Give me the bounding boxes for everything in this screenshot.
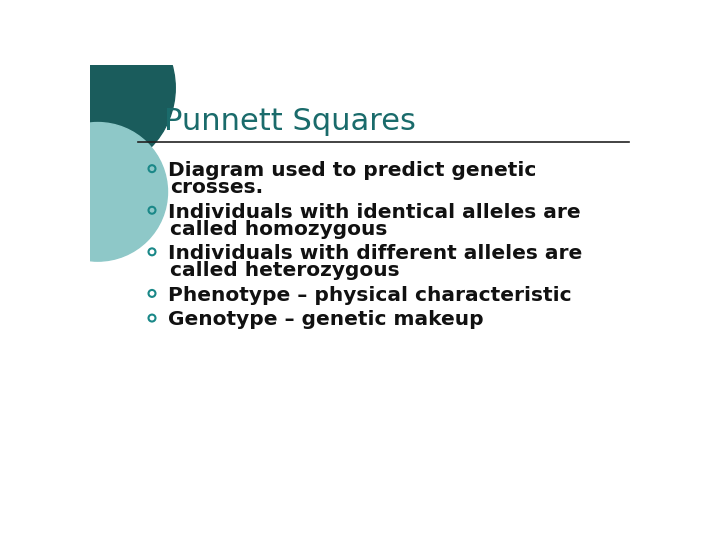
- Text: called heterozygous: called heterozygous: [170, 261, 400, 280]
- Circle shape: [5, 3, 175, 173]
- Text: Individuals with different alleles are: Individuals with different alleles are: [168, 244, 582, 263]
- Text: Phenotype – physical characteristic: Phenotype – physical characteristic: [168, 286, 571, 305]
- Text: Individuals with identical alleles are: Individuals with identical alleles are: [168, 202, 580, 221]
- Circle shape: [28, 123, 168, 261]
- Text: crosses.: crosses.: [170, 178, 263, 197]
- Text: Genotype – genetic makeup: Genotype – genetic makeup: [168, 310, 483, 329]
- Text: Punnett Squares: Punnett Squares: [163, 107, 415, 136]
- Text: Diagram used to predict genetic: Diagram used to predict genetic: [168, 161, 536, 180]
- Text: called homozygous: called homozygous: [170, 220, 387, 239]
